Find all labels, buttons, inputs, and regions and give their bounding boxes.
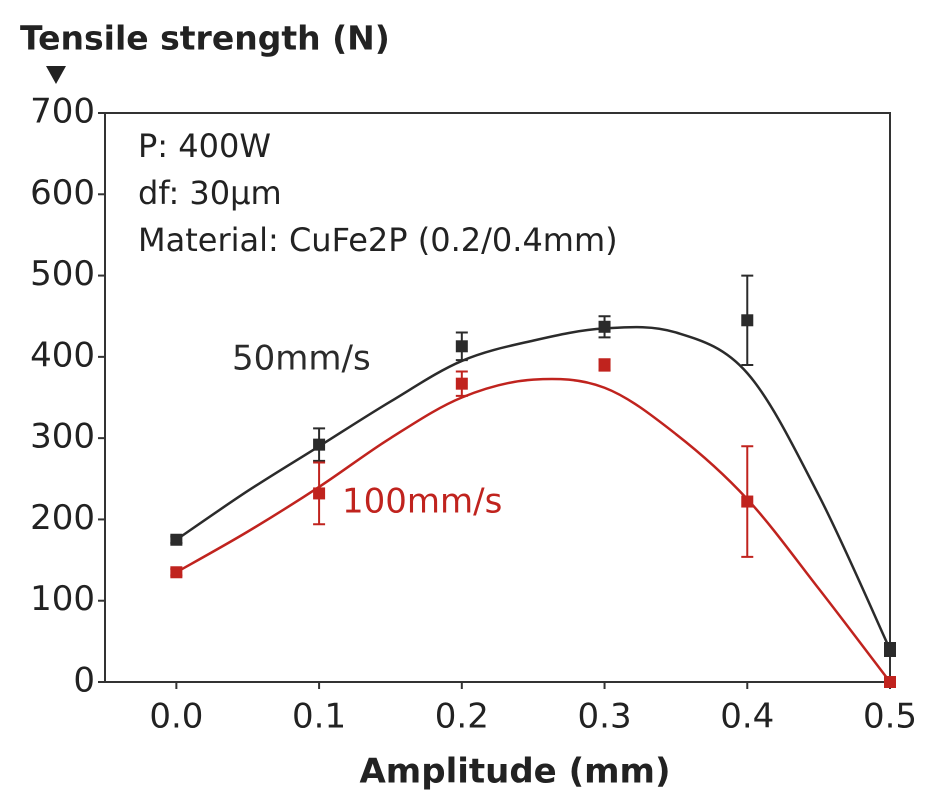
x-tick-label: 0.4 [720,697,774,737]
axis-arrow [46,66,66,84]
y-tick-label: 400 [30,335,95,375]
x-tick-label: 0.2 [435,697,489,737]
data-point [884,643,896,656]
data-point [741,495,754,508]
y-tick-label: 200 [30,498,95,538]
fit-curve [175,325,892,651]
series-label: 100mm/s [342,482,502,522]
data-point [313,438,326,451]
data-point [884,676,896,688]
data-point [741,314,754,327]
y-tick-label: 0 [73,661,95,701]
annotation: Material: CuFe2P (0.2/0.4mm) [138,221,618,259]
data-point [170,566,183,579]
x-tick-label: 0.3 [578,697,632,737]
y-tick-label: 700 [30,92,95,132]
data-point [455,340,468,353]
annotation: df: 30μm [138,174,282,212]
annotation: P: 400W [138,127,271,165]
data-point [455,377,468,390]
y-tick-label: 500 [30,254,95,294]
x-axis-label: Amplitude (mm) [359,752,670,792]
plot-frame [104,112,891,683]
x-tick-label: 0.1 [292,697,346,737]
x-tick-label: 0.0 [149,697,203,737]
y-axis-label: Tensile strength (N) [20,19,390,58]
data-point [598,320,611,333]
data-point [598,358,611,371]
y-tick-label: 600 [30,173,95,213]
x-tick-label: 0.5 [863,697,917,737]
data-point [170,533,183,546]
data-point [313,487,326,500]
y-tick-label: 300 [30,417,95,457]
fit-curve [175,377,891,683]
y-tick-label: 100 [30,579,95,619]
series-label: 50mm/s [232,339,371,379]
